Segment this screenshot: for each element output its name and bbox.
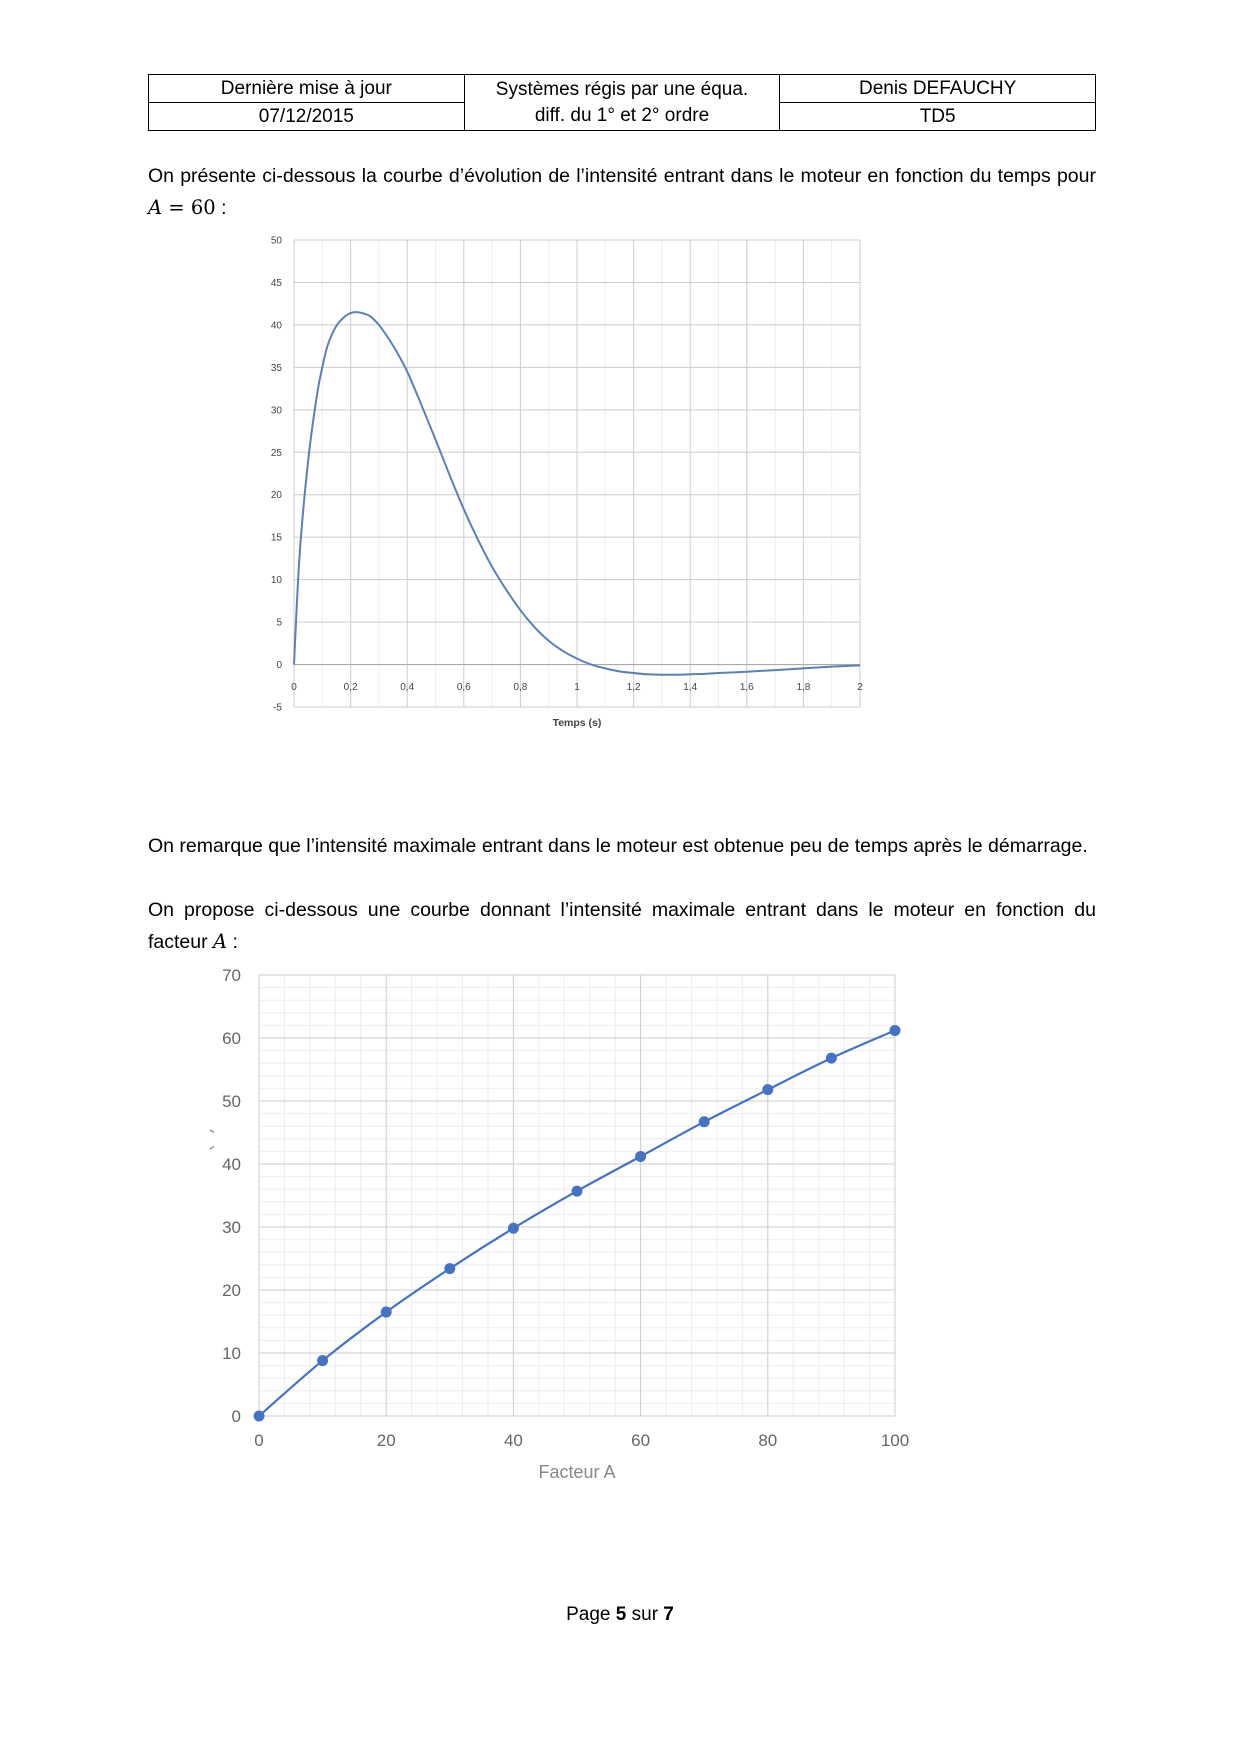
x-tick-label: 0,4 <box>400 682 414 693</box>
y-tick-label: 20 <box>271 490 283 501</box>
data-point <box>253 1410 265 1422</box>
paragraph-proposal-text: On propose ci-dessous une courbe donnant… <box>148 899 1096 953</box>
data-point <box>317 1355 329 1367</box>
x-tick-label: 0,6 <box>457 682 471 693</box>
x-tick-label: 1,4 <box>683 682 697 693</box>
y-tick-label: 10 <box>271 575 283 586</box>
x-tick-label: 1,2 <box>627 682 641 693</box>
x-tick-label: 80 <box>758 1431 777 1450</box>
data-point <box>571 1185 583 1197</box>
paragraph-intro: On présente ci-dessous la courbe d’évolu… <box>148 160 1096 224</box>
paragraph-intro-end: : <box>215 197 227 219</box>
math-value: 60 <box>190 196 216 219</box>
chart-intensity-vs-time: 0 0,2 0,4 0,6 0,8 1 1,2 1,4 1,6 1,8 2 -5 0 5 10 15 20 25 3… <box>271 222 863 729</box>
x-axis-label: Facteur A <box>538 1462 615 1482</box>
footer-prefix: Page <box>566 1604 616 1625</box>
y-tick-label: 35 <box>271 363 283 374</box>
x-tick-label: 2 <box>857 682 863 693</box>
x-axis-label: Temps (s) <box>553 717 602 729</box>
y-tick-label: 40 <box>271 320 283 331</box>
x-tick-label: 20 <box>377 1431 396 1450</box>
data-point <box>889 1024 901 1036</box>
x-tick-label: 1,8 <box>796 682 810 693</box>
y-tick-label: 40 <box>222 1155 241 1174</box>
y-tick-label: 30 <box>222 1218 241 1237</box>
y-tick-label: 15 <box>271 533 283 544</box>
header-date: 07/12/2015 <box>148 102 465 131</box>
y-axis-label: Intensité max (A) <box>210 1127 214 1263</box>
x-tick-label: 60 <box>631 1431 650 1450</box>
y-tick-label: 5 <box>276 618 282 629</box>
chart-max-intensity-vs-factor: 0 20 40 60 80 100 0 10 20 30 40 50 60 70 Facteur A Inte… <box>210 966 909 1482</box>
y-tick-label: 25 <box>271 448 283 459</box>
header-table: Dernière mise à jour Systèmes régis par … <box>148 74 1096 131</box>
paragraph-remark: On remarque que l’intensité maximale ent… <box>148 835 1088 857</box>
x-tick-label: 40 <box>504 1431 523 1450</box>
series-line <box>293 311 861 676</box>
header-course-title-line1: Systèmes régis par une équa. <box>495 78 749 100</box>
paragraph-proposal: On propose ci-dessous une courbe donnant… <box>148 894 1096 958</box>
math-variable-a: A <box>148 196 163 219</box>
y-tick-label: 0 <box>232 1407 241 1426</box>
chart-title: Intensité aux bornes du moteur <box>487 222 667 224</box>
math-variable-a-2: A <box>213 930 228 953</box>
header-doc-id: TD5 <box>779 102 1096 131</box>
y-tick-label: 0 <box>276 660 282 671</box>
header-author: Denis DEFAUCHY <box>779 74 1096 103</box>
y-tick-label: 20 <box>222 1281 241 1300</box>
data-point <box>380 1306 392 1318</box>
x-tick-label: 1 <box>574 682 580 693</box>
data-point <box>444 1263 456 1275</box>
footer-middle: sur <box>626 1604 664 1625</box>
math-equals: = <box>162 196 191 219</box>
y-tick-label: 70 <box>222 966 241 985</box>
y-tick-label: 50 <box>271 236 283 247</box>
y-tick-label: 30 <box>271 405 283 416</box>
header-last-update-label: Dernière mise à jour <box>148 74 465 103</box>
x-tick-label: 0,8 <box>513 682 527 693</box>
page-footer: Page 5 sur 7 <box>0 1604 1240 1626</box>
footer-page-total: 7 <box>663 1604 674 1625</box>
y-tick-label: -5 <box>273 703 282 714</box>
header-course-title: Systèmes régis par une équa. diff. du 1°… <box>463 74 781 131</box>
paragraph-intro-text: On présente ci-dessous la courbe d’évolu… <box>148 165 1096 187</box>
x-tick-label: 100 <box>881 1431 909 1450</box>
data-point <box>507 1222 519 1234</box>
y-tick-label: 10 <box>222 1344 241 1363</box>
data-point <box>635 1150 647 1162</box>
y-tick-label: 50 <box>222 1092 241 1111</box>
y-tick-label: 60 <box>222 1029 241 1048</box>
data-point <box>698 1116 710 1128</box>
header-course-title-line2: diff. du 1° et 2° ordre <box>534 104 710 126</box>
x-tick-label: 0,2 <box>344 682 358 693</box>
x-tick-label: 1,6 <box>740 682 754 693</box>
x-tick-label: 0 <box>291 682 297 693</box>
y-tick-label: 45 <box>271 278 283 289</box>
footer-page-number: 5 <box>615 1604 627 1625</box>
x-tick-label: 0 <box>254 1431 263 1450</box>
data-point <box>825 1052 837 1064</box>
data-point <box>762 1084 774 1096</box>
paragraph-proposal-end: : <box>227 931 238 953</box>
